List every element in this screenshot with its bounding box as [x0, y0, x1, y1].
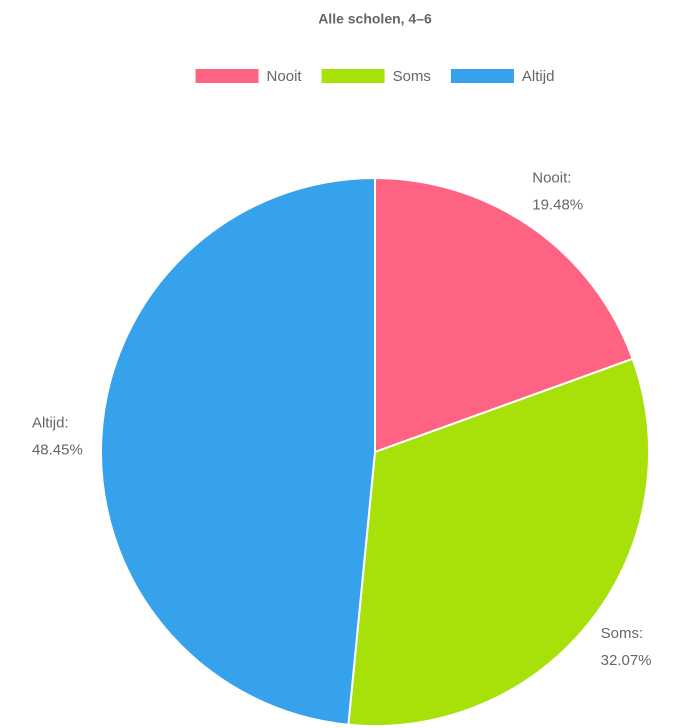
chart-title: Alle scholen, 4–6 [318, 11, 432, 27]
pie-slice [347, 357, 650, 728]
pie-slice [374, 176, 634, 454]
slice-category-label: Soms: [601, 625, 644, 642]
slice-category-label: Altijd: [32, 414, 69, 431]
slice-value-label: 48.45% [32, 441, 83, 458]
legend-label: Soms [393, 68, 431, 85]
legend-swatch [450, 69, 514, 83]
legend-label: Nooit [267, 68, 303, 85]
legend-swatch [195, 69, 259, 83]
legend-label: Altijd [522, 68, 555, 85]
pie-slice [100, 176, 376, 726]
slice-category-label: Nooit: [532, 170, 571, 187]
slice-value-label: 19.48% [532, 197, 583, 214]
legend-swatch [321, 69, 385, 83]
slice-value-label: 32.07% [601, 652, 652, 669]
